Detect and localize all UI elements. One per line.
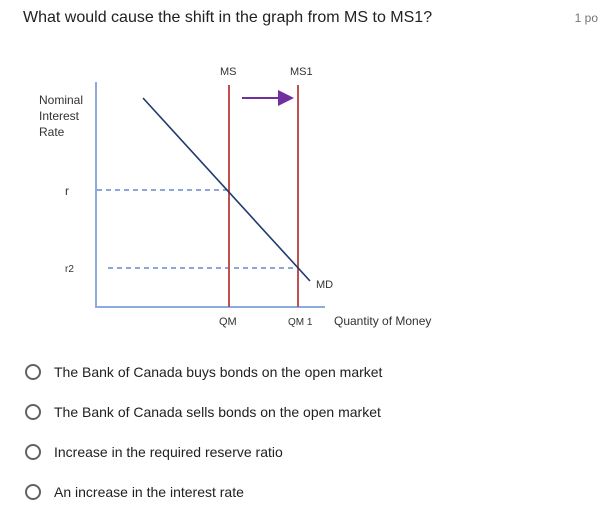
md-label: MD [316, 279, 333, 291]
option-label: Increase in the required reserve ratio [54, 444, 283, 460]
qm1-label: QM 1 [288, 317, 313, 328]
y-axis-label-line-2: Interest [39, 109, 80, 123]
points-label: 1 po [574, 11, 598, 25]
option-label: An increase in the interest rate [54, 484, 244, 500]
option-sells-bonds[interactable]: The Bank of Canada sells bonds on the op… [25, 392, 382, 432]
option-interest-rate[interactable]: An increase in the interest rate [25, 472, 382, 512]
r-label: r [65, 184, 69, 198]
question-text: What would cause the shift in the graph … [23, 9, 433, 26]
y-axis-label-line-1: Nominal [39, 93, 83, 107]
option-label: The Bank of Canada sells bonds on the op… [54, 404, 381, 420]
r2-label: r2 [65, 264, 74, 275]
y-axis-label-line-3: Rate [39, 125, 65, 139]
option-label: The Bank of Canada buys bonds on the ope… [54, 364, 383, 380]
option-reserve-ratio[interactable]: Increase in the required reserve ratio [25, 432, 382, 472]
option-buys-bonds[interactable]: The Bank of Canada buys bonds on the ope… [25, 352, 382, 392]
radio-button[interactable] [25, 364, 41, 380]
qm-label: QM [219, 316, 237, 328]
ms-label: MS [220, 66, 237, 78]
x-axis-label: Quantity of Money [334, 314, 431, 328]
answer-options: The Bank of Canada buys bonds on the ope… [25, 352, 382, 512]
money-market-graph: Nominal Interest Rate r r2 MS MS1 MD QM … [39, 66, 431, 328]
radio-button[interactable] [25, 444, 41, 460]
ms1-label: MS1 [290, 66, 313, 78]
radio-button[interactable] [25, 484, 41, 500]
md-line [142, 97, 311, 282]
radio-button[interactable] [25, 404, 41, 420]
